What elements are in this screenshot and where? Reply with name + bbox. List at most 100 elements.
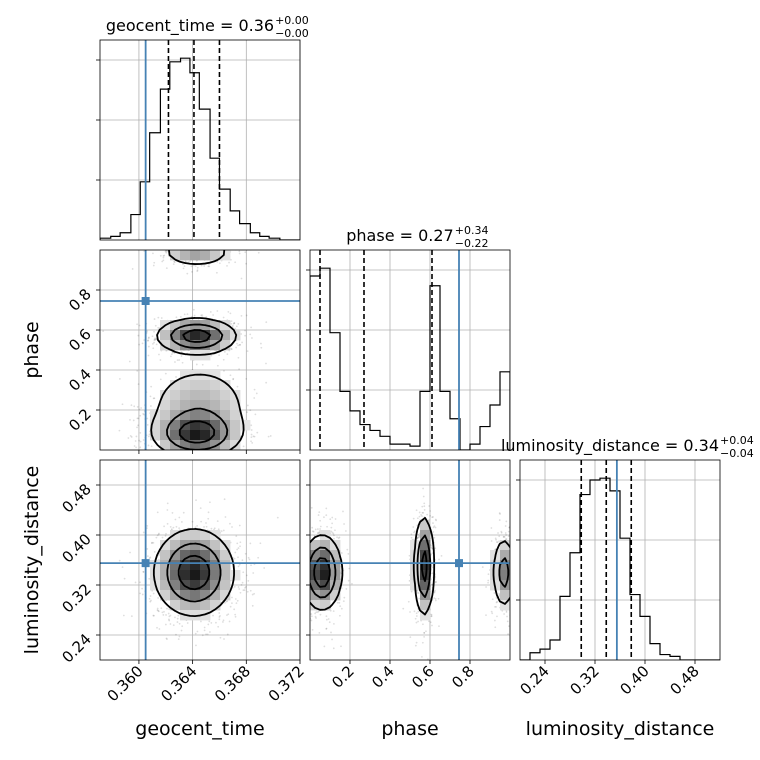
sample-point bbox=[139, 472, 141, 474]
density-cell bbox=[160, 590, 171, 601]
sample-point bbox=[421, 641, 424, 644]
sample-point bbox=[136, 369, 139, 372]
panel-title: luminosity_distance = 0.34 bbox=[501, 436, 719, 456]
sample-point bbox=[165, 614, 167, 616]
sample-point bbox=[157, 609, 160, 612]
sample-point bbox=[158, 532, 160, 535]
sample-point bbox=[499, 513, 501, 515]
sample-point bbox=[160, 317, 163, 319]
sample-point bbox=[172, 455, 174, 457]
density-cell bbox=[170, 580, 181, 591]
sample-point bbox=[137, 424, 140, 427]
sample-point bbox=[166, 502, 169, 505]
sample-point bbox=[307, 582, 309, 584]
sample-point bbox=[315, 611, 318, 614]
sample-point bbox=[231, 324, 234, 327]
sample-point bbox=[157, 463, 159, 465]
density-cell bbox=[210, 330, 221, 341]
sample-point bbox=[161, 260, 164, 263]
sample-point bbox=[237, 565, 240, 568]
sample-point bbox=[164, 372, 167, 375]
sample-point bbox=[247, 579, 250, 582]
sample-point bbox=[511, 556, 513, 558]
sample-point bbox=[437, 597, 440, 600]
sample-point bbox=[139, 581, 141, 584]
density-cell bbox=[420, 520, 431, 531]
sample-point bbox=[189, 462, 191, 464]
sample-point bbox=[223, 242, 225, 244]
density-cell bbox=[200, 420, 211, 431]
sample-point bbox=[511, 539, 513, 541]
sample-point bbox=[347, 552, 350, 555]
density-cell bbox=[180, 410, 191, 421]
sample-point bbox=[495, 605, 497, 608]
sample-point bbox=[172, 263, 175, 266]
sample-point bbox=[191, 455, 193, 457]
sample-point bbox=[232, 378, 235, 381]
sample-point bbox=[241, 581, 244, 584]
sample-point bbox=[141, 342, 144, 345]
sample-point bbox=[215, 621, 217, 624]
sample-point bbox=[193, 454, 195, 456]
sample-point bbox=[226, 264, 228, 267]
sample-point bbox=[188, 452, 190, 454]
density-cell bbox=[420, 540, 431, 551]
sample-point bbox=[340, 645, 342, 648]
sample-point bbox=[306, 608, 308, 610]
sample-point bbox=[409, 636, 412, 639]
sample-point bbox=[163, 525, 165, 528]
density-cell bbox=[160, 390, 171, 401]
sample-point bbox=[139, 414, 142, 417]
sample-point bbox=[212, 614, 214, 617]
y-tick-label: 0.2 bbox=[65, 405, 95, 435]
density-cell bbox=[500, 560, 510, 571]
sample-point bbox=[408, 579, 411, 582]
sample-point bbox=[207, 241, 209, 243]
sample-point bbox=[217, 248, 219, 250]
sample-point bbox=[438, 558, 440, 561]
sample-point bbox=[526, 564, 528, 566]
density-cell bbox=[180, 440, 191, 450]
sample-point bbox=[422, 623, 424, 626]
density-cell bbox=[180, 390, 191, 401]
sample-point bbox=[171, 351, 174, 354]
sample-point bbox=[413, 610, 416, 613]
sample-point bbox=[310, 619, 313, 622]
sample-point bbox=[310, 506, 313, 509]
sample-point bbox=[129, 434, 132, 437]
sample-point bbox=[178, 635, 181, 638]
sample-point bbox=[154, 324, 157, 327]
sample-point bbox=[152, 252, 154, 255]
density-cell bbox=[220, 570, 231, 581]
sample-point bbox=[305, 537, 307, 539]
density-cell bbox=[190, 250, 201, 261]
x-tick-label: 0.4 bbox=[368, 662, 398, 692]
density-cell bbox=[180, 430, 191, 441]
sample-point bbox=[180, 355, 183, 357]
sample-point bbox=[504, 532, 507, 534]
sample-point bbox=[294, 593, 296, 595]
sample-point bbox=[135, 446, 137, 449]
density-cell bbox=[210, 420, 221, 431]
density-cell bbox=[220, 590, 231, 601]
sample-point bbox=[494, 605, 496, 608]
sample-point bbox=[208, 631, 211, 633]
density-cell bbox=[160, 340, 171, 351]
sample-point bbox=[181, 246, 183, 248]
sample-point bbox=[253, 397, 256, 399]
sample-point bbox=[223, 638, 225, 640]
sample-point bbox=[307, 562, 309, 564]
sample-point bbox=[203, 526, 205, 528]
x-axis-label: luminosity_distance bbox=[526, 718, 715, 740]
sample-point bbox=[195, 363, 198, 366]
title-lower-error: −0.00 bbox=[275, 27, 309, 40]
sample-point bbox=[514, 564, 516, 566]
sample-point bbox=[153, 330, 155, 333]
density-cell bbox=[210, 390, 221, 401]
sample-point bbox=[432, 526, 435, 529]
x-tick-label: 0.48 bbox=[666, 662, 702, 698]
title-lower-error: −0.22 bbox=[455, 237, 489, 250]
sample-point bbox=[418, 535, 421, 538]
sample-point bbox=[149, 395, 152, 398]
sample-point bbox=[502, 536, 505, 538]
